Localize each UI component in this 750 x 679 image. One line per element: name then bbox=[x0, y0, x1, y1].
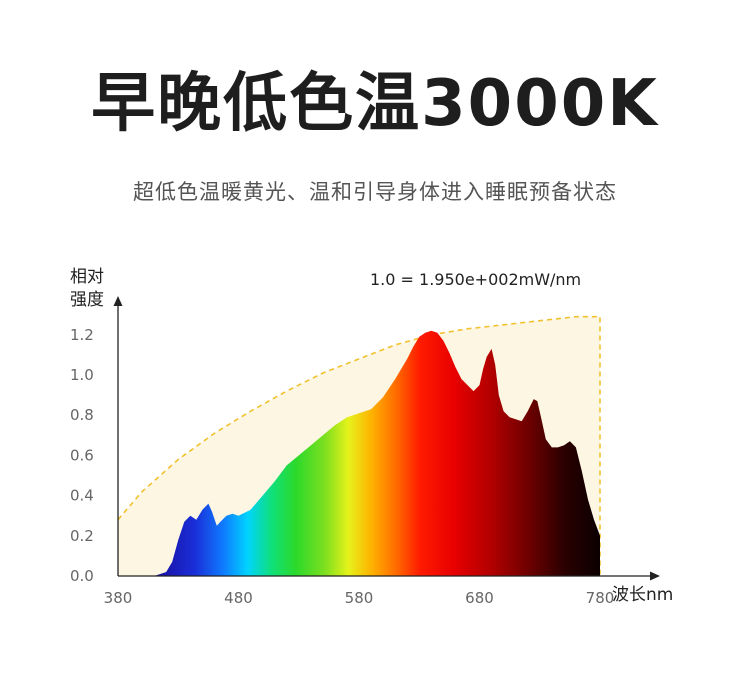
y-tick-label: 1.0 bbox=[70, 366, 94, 384]
y-tick-label: 0.0 bbox=[70, 567, 94, 585]
x-tick-label: 480 bbox=[224, 589, 253, 607]
y-tick-label: 0.8 bbox=[70, 406, 94, 424]
y-axis-arrow bbox=[113, 296, 123, 306]
y-tick-label: 0.6 bbox=[70, 446, 94, 464]
page-title: 早晚低色温3000K bbox=[91, 67, 659, 141]
envelope-dashed-line bbox=[117, 315, 601, 576]
x-tick-label: 680 bbox=[465, 589, 494, 607]
y-axis-title-line-1: 相对 bbox=[70, 267, 104, 287]
y-tick-label: 1.2 bbox=[70, 326, 94, 344]
x-tick-label: 380 bbox=[104, 589, 133, 607]
x-tick-label: 780 bbox=[586, 589, 615, 607]
x-tick-label: 580 bbox=[345, 589, 374, 607]
x-tick-labels: 380 480 580 680 780 bbox=[104, 589, 615, 607]
y-tick-label: 0.4 bbox=[70, 487, 94, 505]
y-axis-title-line-2: 强度 bbox=[70, 290, 104, 310]
x-axis-arrow bbox=[650, 571, 660, 581]
unit-note: 1.0 = 1.950e+002mW/nm bbox=[370, 270, 581, 289]
spectrum-area bbox=[118, 330, 600, 576]
y-tick-labels: 0.0 0.2 0.4 0.6 0.8 1.0 1.2 bbox=[70, 326, 94, 585]
page-subtitle: 超低色温暖黄光、温和引导身体进入睡眠预备状态 bbox=[133, 180, 617, 204]
y-tick-label: 0.2 bbox=[70, 527, 94, 545]
x-axis-title: 波长nm bbox=[612, 585, 673, 605]
